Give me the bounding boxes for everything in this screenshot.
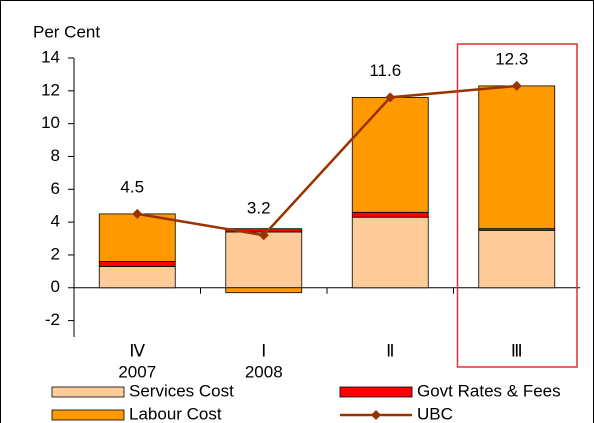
legend-swatch (339, 386, 413, 398)
bar-segment (98, 213, 176, 262)
x-tick-label: Ⅰ (261, 341, 266, 360)
legend-label: Labour Cost (129, 404, 222, 423)
data-label: 4.5 (120, 177, 144, 196)
bar-segment (225, 287, 303, 294)
y-tick-label: 12 (41, 80, 60, 99)
legend-label: Services Cost (129, 381, 234, 400)
x-tick-label: Ⅱ (386, 341, 394, 360)
legend-label: Govt Rates & Fees (417, 381, 561, 400)
legend-swatch (51, 386, 125, 398)
line-marker (385, 92, 396, 103)
bar-segment (351, 96, 429, 213)
bar-segment (98, 261, 176, 267)
data-label: 11.6 (369, 61, 401, 80)
y-tick-label: 0 (51, 277, 60, 296)
bar-segment (225, 231, 303, 289)
data-label: 12.3 (495, 49, 528, 68)
highlight-box (456, 43, 578, 368)
x-tick-label: Ⅲ (511, 341, 523, 360)
line (137, 84, 517, 237)
y-tick-label: 2 (51, 244, 60, 263)
y-axis-label: Per Cent (33, 22, 100, 41)
bar-segment (478, 85, 556, 230)
line-marker (511, 80, 522, 91)
x-tick-label: Ⅳ (129, 341, 145, 360)
bar-segment (351, 216, 429, 289)
line-marker (258, 230, 269, 241)
legend-label: UBC (417, 404, 453, 423)
line-marker (132, 208, 143, 219)
x-tick-label: 2007 (118, 362, 156, 381)
bar-segment (98, 266, 176, 289)
x-tick-label: 2008 (245, 362, 283, 381)
y-tick-label: 4 (51, 212, 60, 231)
y-tick-label: 6 (51, 179, 60, 198)
y-tick-label: 8 (51, 146, 60, 165)
data-label: 3.2 (247, 199, 271, 218)
y-tick-label: 10 (41, 113, 60, 132)
y-tick-label: 14 (41, 47, 60, 66)
legend-swatch (51, 409, 125, 421)
y-tick-label: -2 (45, 310, 60, 329)
legend-marker (371, 410, 381, 420)
bar-segment (351, 211, 429, 218)
bar-segment (478, 229, 556, 289)
